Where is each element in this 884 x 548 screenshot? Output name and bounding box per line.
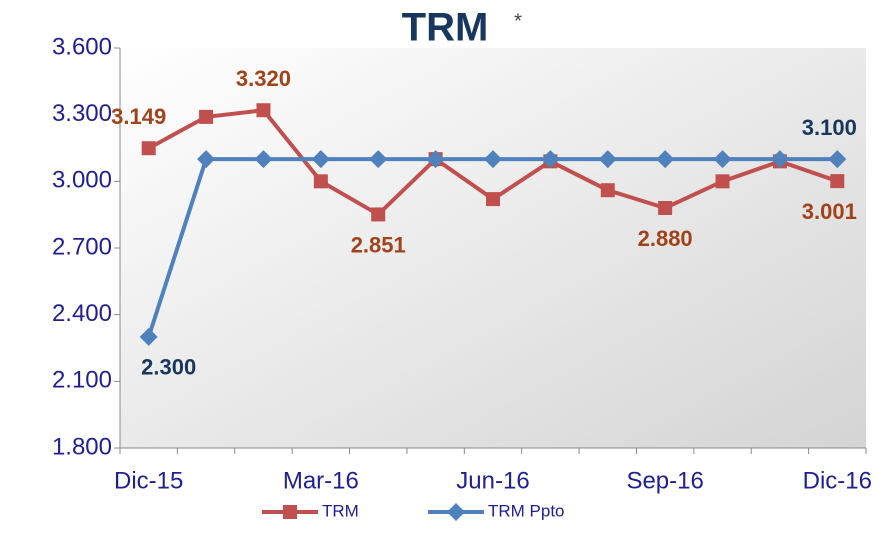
x-tick-label: Dic-15: [114, 467, 183, 494]
data-label: 3.320: [236, 66, 291, 91]
data-point: [715, 174, 730, 189]
legend-marker: [447, 503, 465, 521]
y-tick-label: 3.600: [52, 33, 112, 60]
data-point: [254, 150, 273, 169]
chart-title: TRM: [402, 6, 489, 50]
data-point: [541, 150, 560, 169]
x-tick-label: Dic-16: [803, 467, 872, 494]
data-label: 2.880: [638, 226, 693, 251]
data-point: [369, 150, 388, 169]
y-tick-label: 3.300: [52, 100, 112, 127]
data-point: [828, 150, 847, 169]
x-tick-label: Jun-16: [456, 467, 529, 494]
x-tick-label: Sep-16: [626, 467, 703, 494]
data-point: [199, 109, 214, 124]
data-point: [139, 327, 158, 346]
data-point: [426, 150, 445, 169]
data-point: [600, 183, 615, 198]
data-point: [197, 150, 216, 169]
plot-area: [120, 48, 866, 448]
legend-label: TRM Ppto: [488, 501, 565, 520]
y-tick-label: 2.700: [52, 233, 112, 260]
y-tick-label: 3.000: [52, 167, 112, 194]
data-label: 3.149: [111, 104, 166, 129]
data-point: [770, 150, 789, 169]
data-label: 3.001: [802, 199, 857, 224]
x-tick-label: Mar-16: [283, 467, 359, 494]
data-label: 2.851: [351, 232, 406, 257]
legend-label: TRM: [322, 501, 359, 520]
data-point: [484, 150, 502, 169]
data-point: [713, 150, 732, 169]
y-tick-label: 1.800: [52, 433, 112, 460]
data-point: [371, 207, 386, 222]
y-tick-label: 2.100: [52, 367, 112, 394]
data-point: [598, 150, 617, 169]
data-point: [256, 103, 271, 118]
y-tick-label: 2.400: [52, 300, 112, 327]
data-label: 2.300: [141, 355, 196, 380]
data-point: [141, 141, 156, 156]
data-point: [658, 201, 673, 215]
data-point: [311, 150, 330, 169]
data-point: [313, 174, 328, 189]
data-point: [486, 192, 500, 207]
data-point: [830, 174, 845, 189]
annotation: *: [514, 10, 522, 32]
legend-marker: [283, 505, 297, 519]
data-point: [656, 150, 675, 169]
data-label: 3.100: [802, 115, 857, 140]
